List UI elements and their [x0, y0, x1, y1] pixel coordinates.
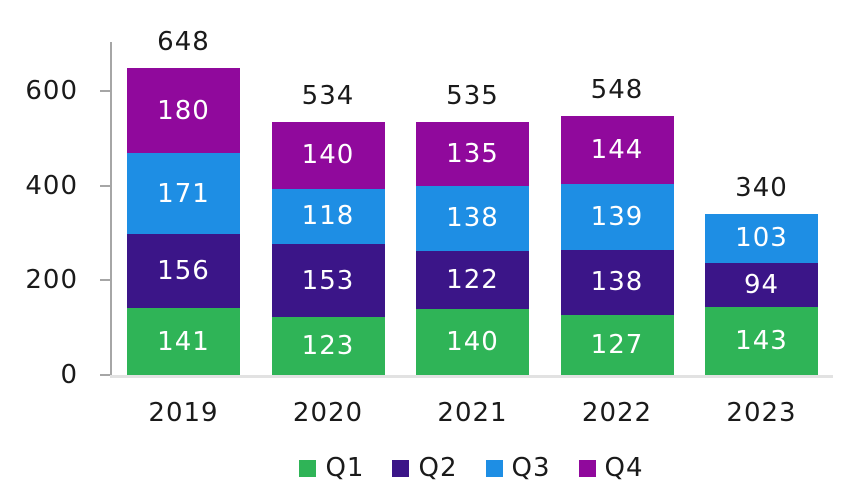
bar-segment-q4: 135 [416, 121, 529, 186]
bar-segment-q2: 138 [560, 249, 674, 315]
bar-total-label: 548 [590, 74, 644, 105]
legend-swatch-q4 [578, 459, 596, 477]
segment-value-label: 140 [301, 140, 355, 171]
legend-item-q1: Q1 [299, 455, 364, 481]
legend: Q1 Q2 Q3 Q4 [110, 453, 833, 483]
legend-label: Q2 [418, 453, 458, 483]
legend-item-q4: Q4 [578, 453, 644, 483]
bar-segment-q4: 144 [560, 115, 674, 184]
bar-segment-q3: 103 [705, 214, 818, 263]
bar-segment-q2: 156 [127, 234, 240, 309]
y-tick-label: 400 [25, 170, 78, 201]
segment-value-label: 138 [446, 203, 499, 234]
segment-value-label: 94 [743, 270, 780, 301]
bar-segment-q3: 138 [416, 185, 529, 251]
bar-segment-q1: 123 [271, 316, 385, 375]
bar-total-label: 535 [446, 80, 499, 111]
segment-value-label: 143 [735, 326, 788, 357]
segment-value-label: 118 [301, 201, 355, 232]
y-tick-mark [100, 184, 110, 187]
segment-value-label: 156 [157, 256, 210, 287]
legend-item-q2: Q2 [392, 455, 457, 481]
y-tick-mark [100, 90, 110, 92]
segment-value-label: 180 [157, 95, 210, 126]
x-axis-label-2019: 2019 [148, 398, 219, 428]
segment-value-label: 103 [735, 223, 788, 254]
legend-label: Q3 [511, 453, 551, 483]
y-tick-mark [100, 374, 110, 376]
segment-value-label: 140 [446, 326, 499, 357]
y-tick-label: 0 [60, 360, 78, 390]
segment-value-label: 123 [301, 330, 355, 361]
bar-segment-q3: 171 [127, 153, 240, 235]
bar-segment-q1: 127 [560, 314, 674, 375]
y-tick-mark [100, 279, 110, 282]
x-axis-label-2023: 2023 [726, 398, 797, 428]
y-tick-label: 600 [25, 76, 78, 106]
bar-segment-q1: 140 [416, 308, 529, 375]
bar-segment-q4: 180 [127, 68, 240, 154]
segment-value-label: 144 [590, 134, 644, 165]
bar-segment-q3: 118 [271, 188, 385, 245]
x-axis-label-2022: 2022 [581, 398, 653, 428]
bar-segment-q1: 141 [127, 308, 240, 375]
legend-label: Q4 [604, 453, 644, 483]
x-axis-line [110, 375, 833, 378]
bar-segment-q1: 143 [705, 307, 818, 375]
bar-segment-q2: 94 [705, 262, 818, 308]
bar-2022: 127 138 139 144 [560, 0, 674, 375]
legend-label: Q1 [325, 453, 365, 483]
legend-swatch-q1 [299, 459, 317, 477]
bar-2021: 140 122 138 135 [416, 0, 529, 375]
segment-value-label: 141 [157, 326, 210, 357]
segment-value-label: 153 [301, 265, 355, 296]
bar-total-label: 534 [301, 81, 355, 112]
segment-value-label: 122 [446, 264, 499, 295]
segment-value-label: 127 [590, 329, 644, 360]
bar-segment-q3: 139 [560, 183, 674, 250]
legend-swatch-q2 [392, 459, 410, 477]
segment-value-label: 135 [446, 138, 499, 169]
bar-total-label: 340 [735, 173, 788, 204]
bar-2020: 123 153 118 140 [271, 0, 385, 375]
segment-value-label: 171 [157, 178, 210, 209]
bar-2023: 143 94 103 [705, 0, 818, 375]
legend-swatch-q3 [485, 459, 503, 477]
bar-segment-q2: 153 [271, 244, 385, 317]
x-axis-label-2021: 2021 [437, 398, 508, 428]
bar-total-label: 648 [157, 27, 210, 58]
bar-segment-q4: 140 [271, 122, 385, 189]
segment-value-label: 138 [590, 267, 644, 298]
y-axis-line [110, 42, 112, 377]
y-tick-label: 200 [25, 265, 78, 296]
legend-item-q3: Q3 [485, 453, 551, 483]
bar-2019: 141 156 171 180 [127, 0, 240, 375]
x-axis-label-2020: 2020 [292, 398, 364, 428]
segment-value-label: 139 [590, 201, 644, 232]
bar-segment-q2: 122 [416, 250, 529, 309]
